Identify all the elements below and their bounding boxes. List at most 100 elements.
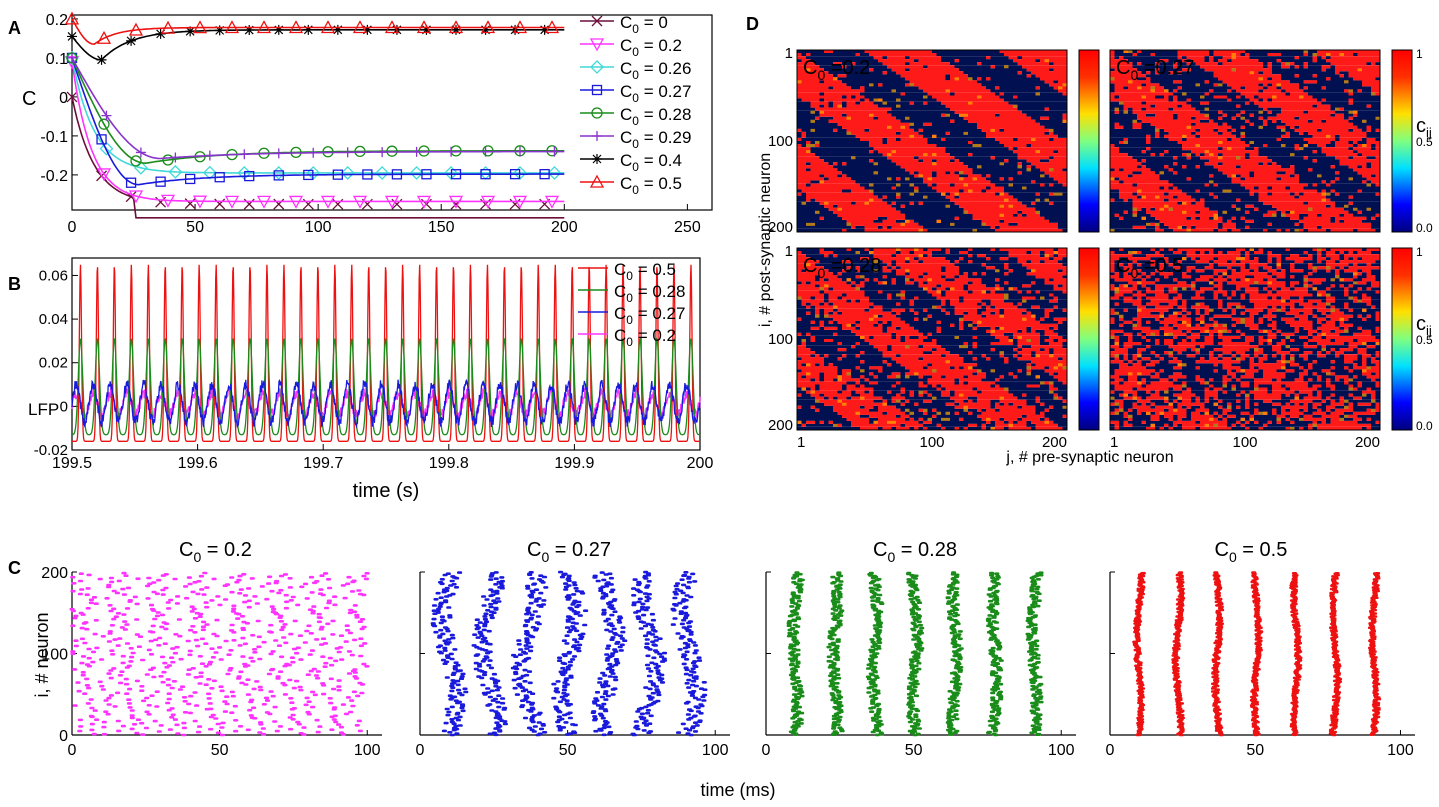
a-marker: [96, 30, 112, 44]
d-matrix-mid-cells: [1110, 50, 1380, 233]
panel-d-ylabel: i, # post-synaptic neuron: [757, 153, 774, 327]
a-series-line: [71, 96, 565, 219]
a-marker: [391, 169, 403, 180]
a-marker: [342, 147, 353, 158]
a-marker: [591, 107, 603, 119]
a-marker: [482, 145, 494, 157]
c-raster-1: C0 = 0.27 0 50 100: [416, 539, 730, 759]
a-marker: [239, 149, 250, 160]
d-colorbar-tick: 0.0: [1416, 221, 1433, 235]
d-matrix-frame: [796, 49, 1068, 233]
a-marker: [185, 173, 196, 185]
d-matrix-0: C0 =0.2 1 100 200: [768, 45, 1100, 236]
d-matrix-label: C0 =0.28: [803, 255, 881, 281]
a-marker: [352, 195, 368, 209]
d-colorbar-tick: 0.5: [1416, 333, 1433, 347]
d-matrix-frame: [1109, 49, 1381, 233]
d-matrix-high-cells: [797, 50, 1067, 233]
a-marker: [224, 195, 240, 209]
c-raster-dots: [69, 571, 370, 737]
a-marker: [214, 172, 225, 183]
a-series-line: [71, 57, 565, 165]
a-series-4: [66, 52, 565, 167]
d-colorbar-label: cij: [1416, 115, 1432, 140]
a-marker: [96, 54, 107, 65]
a-legend-label: C0 = 0: [620, 13, 668, 36]
a-legend-label: C0 = 0.28: [620, 105, 691, 128]
a-marker: [96, 168, 112, 182]
c-xtick-label: 50: [211, 742, 229, 759]
a-series-6: [67, 24, 565, 65]
d-colorbar-tick: 1: [1416, 245, 1423, 259]
d-xtick-label: 100: [1232, 434, 1257, 451]
a-marker: [98, 118, 110, 130]
a-marker: [332, 169, 343, 180]
a-marker: [185, 26, 196, 37]
a-marker: [64, 11, 80, 25]
d-xtick-label: 200: [1042, 434, 1067, 451]
a-marker: [409, 166, 424, 180]
a-marker: [244, 170, 255, 182]
d-colorbar-tick: 0.0: [1416, 419, 1433, 433]
a-marker: [480, 20, 496, 34]
a-marker: [384, 195, 400, 209]
d-ytick-label: 1: [785, 243, 793, 260]
panel-d-heatmaps: i, # post-synaptic neuron j, # pre-synap…: [757, 45, 1433, 466]
d-matrix-3: C0 =0.5 0.0 0.5 1 cij 1 100 200: [1109, 245, 1433, 451]
a-ytick-label: -0.1: [40, 129, 68, 146]
panel-letter-a: A: [8, 18, 21, 38]
panel-b-frame: [71, 257, 701, 451]
a-marker: [384, 20, 400, 34]
d-colorbar: [1078, 49, 1100, 233]
c-raster-dots: [786, 571, 1044, 737]
a-marker: [135, 147, 146, 158]
a-marker: [308, 147, 319, 158]
a-marker: [446, 146, 457, 157]
a-marker: [448, 195, 464, 209]
a-ytick-label: 0.2: [46, 12, 68, 29]
c-xtick-label: 0: [68, 742, 77, 759]
a-marker: [303, 24, 314, 35]
a-series-line: [71, 57, 565, 186]
a-marker: [184, 198, 196, 210]
d-ytick-label: 200: [768, 219, 793, 236]
a-marker: [480, 195, 496, 209]
a-marker: [592, 154, 602, 164]
panel-b-ylabel: LFP: [28, 400, 59, 419]
a-marker: [377, 147, 388, 158]
a-marker: [192, 20, 208, 34]
a-marker: [421, 169, 432, 180]
a-xtick-label: 0: [68, 219, 77, 236]
a-marker: [547, 166, 562, 180]
a-marker: [589, 38, 605, 52]
a-marker: [590, 60, 604, 74]
a-marker: [128, 22, 144, 36]
d-matrix-label: C0 =0.2: [803, 57, 870, 83]
panel-letter-c: C: [8, 558, 21, 578]
d-xtick-label: 100: [919, 434, 944, 451]
c-xtick-label: 50: [905, 742, 923, 759]
a-marker: [539, 168, 550, 180]
c-xtick-label: 100: [1387, 742, 1414, 759]
b-series-line: [72, 264, 700, 442]
b-ytick-label: 0.04: [39, 311, 68, 328]
a-marker: [480, 169, 491, 180]
c-raster-dots: [1132, 571, 1382, 737]
a-marker: [411, 146, 422, 157]
c-xtick-label: 50: [559, 742, 577, 759]
c-raster-3: C0 = 0.5 0 50 100: [1106, 539, 1415, 759]
a-marker: [192, 195, 208, 209]
d-colorbar: [1391, 49, 1413, 233]
d-matrix-mid-cells: [797, 248, 1067, 431]
a-marker: [375, 166, 390, 180]
d-colorbar: [1391, 247, 1413, 431]
b-xtick-label: 200: [687, 455, 714, 472]
d-matrix-high-cells: [797, 248, 1067, 431]
a-marker: [544, 20, 560, 34]
a-marker: [130, 155, 142, 167]
a-marker: [539, 24, 550, 35]
a-series-line: [71, 57, 565, 160]
c-xtick-label: 0: [416, 742, 425, 759]
